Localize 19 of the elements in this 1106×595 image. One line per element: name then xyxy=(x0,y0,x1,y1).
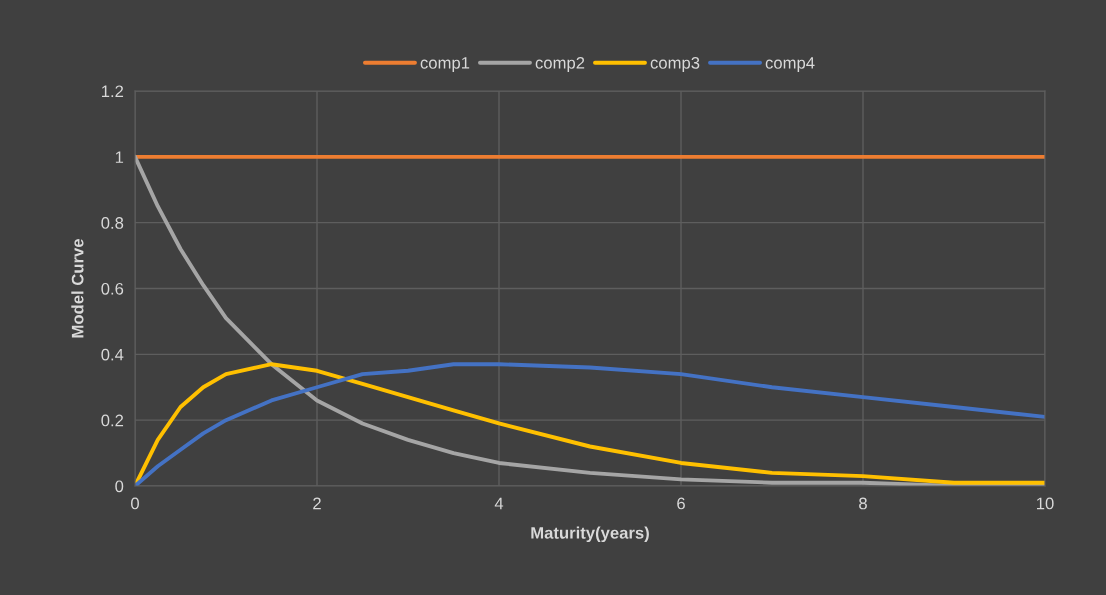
x-tick-label: 8 xyxy=(859,497,867,510)
y-tick-label: 0.4 xyxy=(101,348,124,361)
y-tick-label: 0.6 xyxy=(101,282,124,295)
legend-label: comp3 xyxy=(650,56,700,73)
y-tick-label: 0.2 xyxy=(101,414,124,427)
x-tick-label: 0 xyxy=(131,497,139,510)
x-tick-label: 4 xyxy=(494,497,504,510)
legend-label: comp4 xyxy=(765,57,815,73)
y-tick-label: 1.2 xyxy=(101,85,124,98)
y-axis-title: Model Curve xyxy=(71,239,84,338)
y-tick-label: 0 xyxy=(115,480,124,493)
legend-label: comp1 xyxy=(420,57,470,73)
x-tick-label: 6 xyxy=(677,497,685,510)
y-tick-label: 1 xyxy=(115,151,124,163)
x-tick-label: 10 xyxy=(1037,497,1054,510)
legend-label: comp2 xyxy=(535,56,585,73)
x-tick-label: 2 xyxy=(313,497,321,510)
y-tick-label: 0.8 xyxy=(101,217,124,229)
x-axis-title: Maturity(years) xyxy=(531,526,649,543)
